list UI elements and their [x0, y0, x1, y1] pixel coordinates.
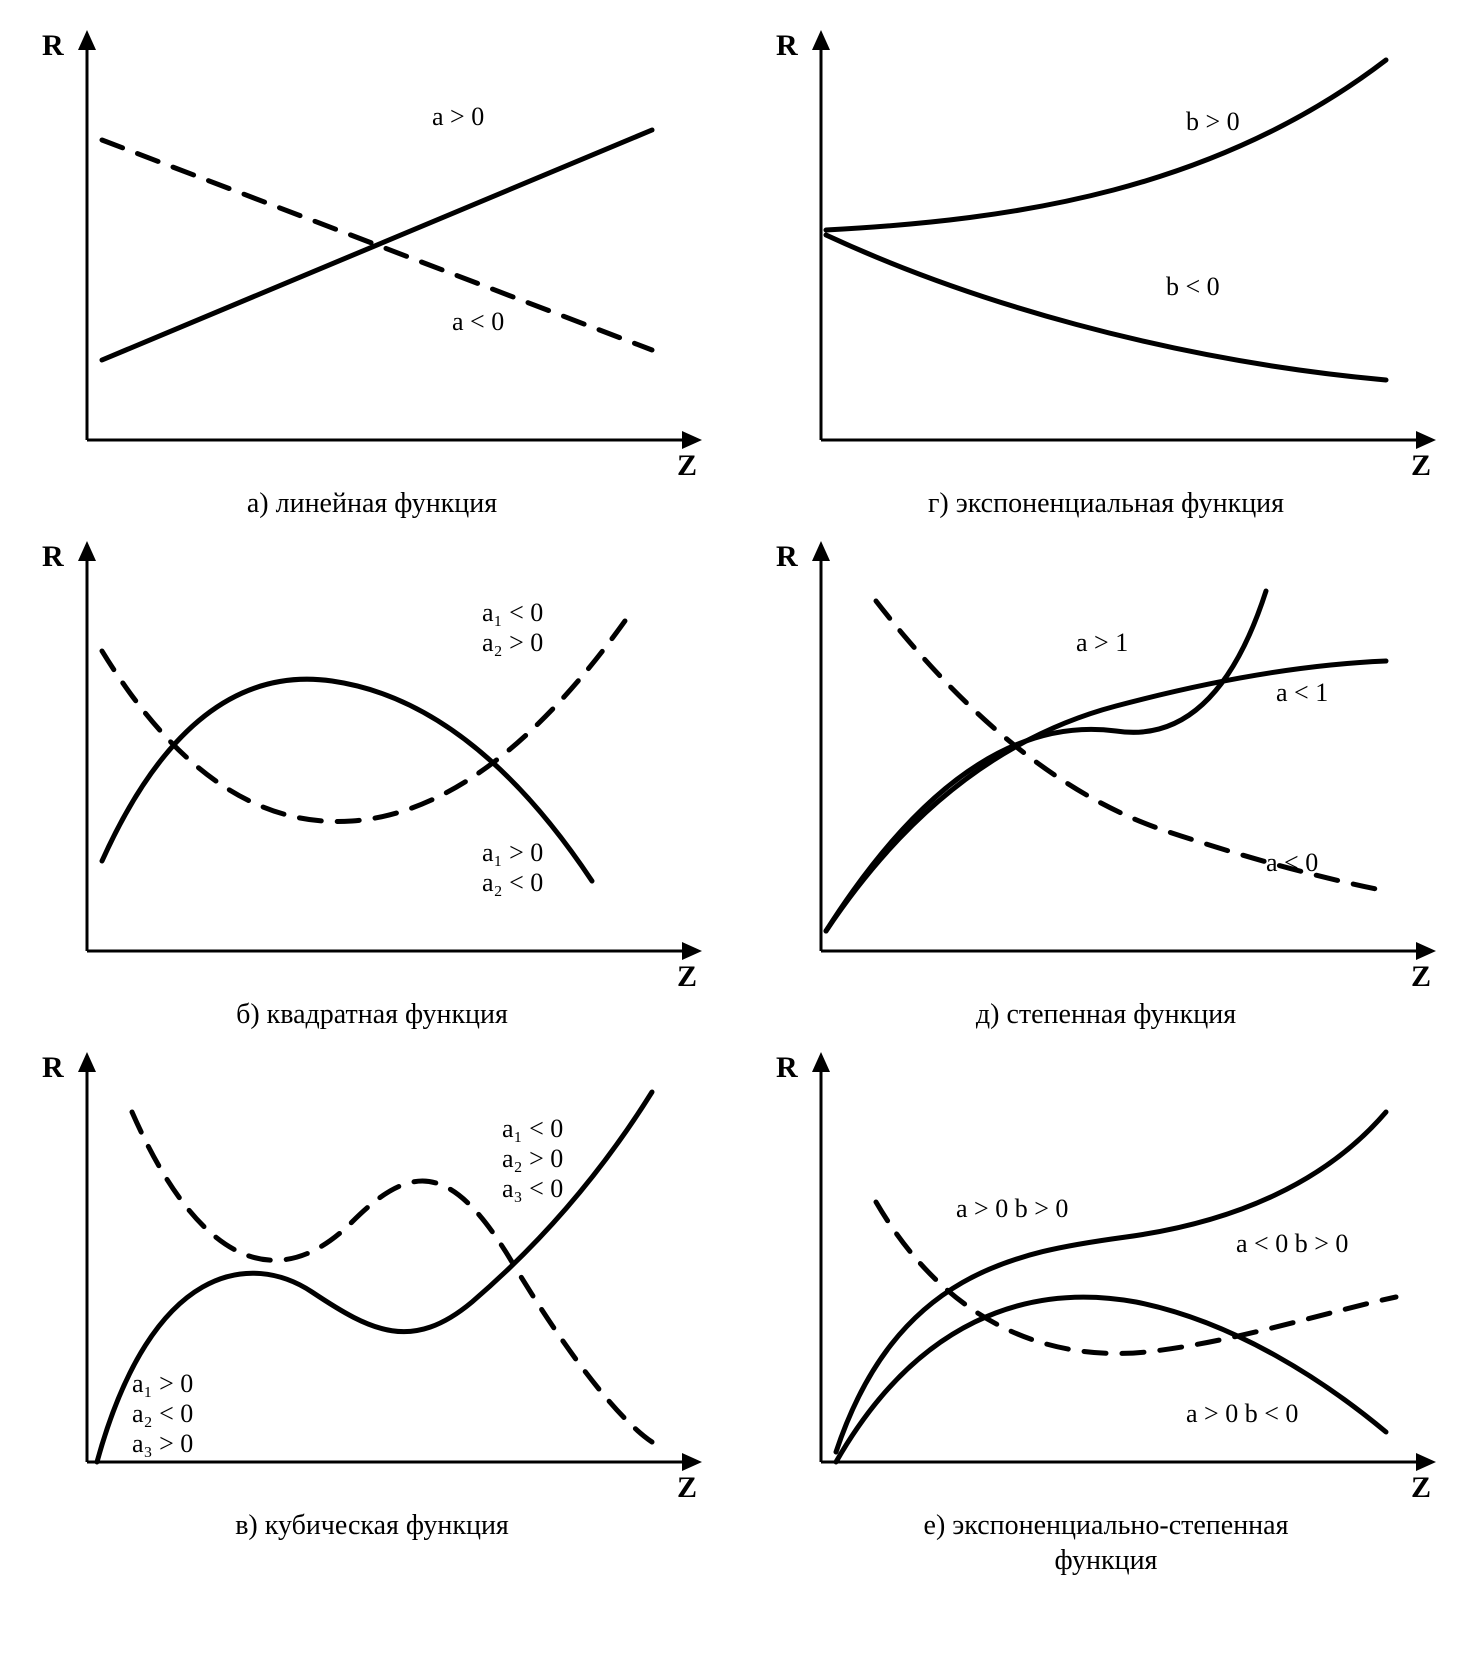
curve-label: a₁ > 0a₂ < 0	[482, 838, 543, 897]
curve-label: a < 1	[1276, 678, 1328, 707]
curve	[102, 611, 632, 822]
curve-label: a > 1	[1076, 628, 1128, 657]
x-axis-label: Z	[677, 960, 697, 991]
panel-g: R Zb > 0 b < 0 г) экспоненциальная функция	[754, 20, 1458, 521]
curve	[132, 1112, 652, 1442]
curve	[826, 235, 1386, 380]
y-axis-label: R	[42, 29, 64, 62]
y-axis-label: R	[776, 29, 798, 62]
panel-caption: б) квадратная функция	[236, 997, 508, 1032]
panel-caption: а) линейная функция	[247, 486, 497, 521]
curve-label: b < 0	[1166, 272, 1220, 301]
curve-label: a < 0	[1266, 848, 1318, 877]
x-axis-label: Z	[1411, 1471, 1431, 1502]
chart-v: R Za₁ < 0a₂ > 0a₃ < 0 a₁ > 0a₂ < 0a₃ > 0	[32, 1042, 712, 1502]
panel-caption: в) кубическая функция	[235, 1508, 509, 1543]
curve-label: a < 0 b > 0	[1236, 1229, 1348, 1258]
curve-label: b > 0	[1186, 107, 1240, 136]
panel-d: R Za > 1 a < 1 a < 0 д) степенная функция	[754, 531, 1458, 1032]
x-axis-label: Z	[677, 449, 697, 480]
y-axis-label: R	[776, 540, 798, 573]
curve	[836, 1112, 1386, 1452]
panel-b: R Za₁ < 0a₂ > 0 a₁ > 0a₂ < 0 б) квадратная …	[20, 531, 724, 1032]
x-axis-label: Z	[1411, 449, 1431, 480]
y-axis-label: R	[776, 1051, 798, 1084]
chart-a: R Za > 0 a < 0	[32, 20, 712, 480]
curve-label: a₁ > 0a₂ < 0a₃ > 0	[132, 1369, 193, 1458]
chart-grid: R Za > 0 a < 0 а) линейная функция R Zb > 0 b …	[20, 20, 1458, 1578]
panel-caption: д) степенная функция	[976, 997, 1236, 1032]
panel-v: R Za₁ < 0a₂ > 0a₃ < 0 a₁ > 0a₂ < 0a₃ > 0 в)…	[20, 1042, 724, 1578]
curve-label: a₁ < 0a₂ > 0	[482, 598, 543, 657]
curve-label: a > 0 b > 0	[956, 1194, 1068, 1223]
x-axis-label: Z	[1411, 960, 1431, 991]
y-axis-label: R	[42, 540, 64, 573]
chart-d: R Za > 1 a < 1 a < 0	[766, 531, 1446, 991]
curve-label: a > 0	[432, 102, 484, 131]
curve-label: a₁ < 0a₂ > 0a₃ < 0	[502, 1114, 563, 1203]
chart-g: R Zb > 0 b < 0	[766, 20, 1446, 480]
panel-caption: г) экспоненциальная функция	[928, 486, 1284, 521]
panel-e: R Za > 0 b > 0 a < 0 b > 0 a > 0 b < 0 е) эк…	[754, 1042, 1458, 1578]
panel-caption: е) экспоненциально-степеннаяфункция	[924, 1508, 1289, 1578]
curve-label: a > 0 b < 0	[1186, 1399, 1298, 1428]
y-axis-label: R	[42, 1051, 64, 1084]
curve	[836, 1297, 1386, 1462]
curve	[102, 130, 652, 360]
panel-a: R Za > 0 a < 0 а) линейная функция	[20, 20, 724, 521]
chart-e: R Za > 0 b > 0 a < 0 b > 0 a > 0 b < 0	[766, 1042, 1446, 1502]
curve	[826, 591, 1266, 931]
x-axis-label: Z	[677, 1471, 697, 1502]
curve-label: a < 0	[452, 307, 504, 336]
chart-b: R Za₁ < 0a₂ > 0 a₁ > 0a₂ < 0	[32, 531, 712, 991]
curve	[826, 60, 1386, 230]
